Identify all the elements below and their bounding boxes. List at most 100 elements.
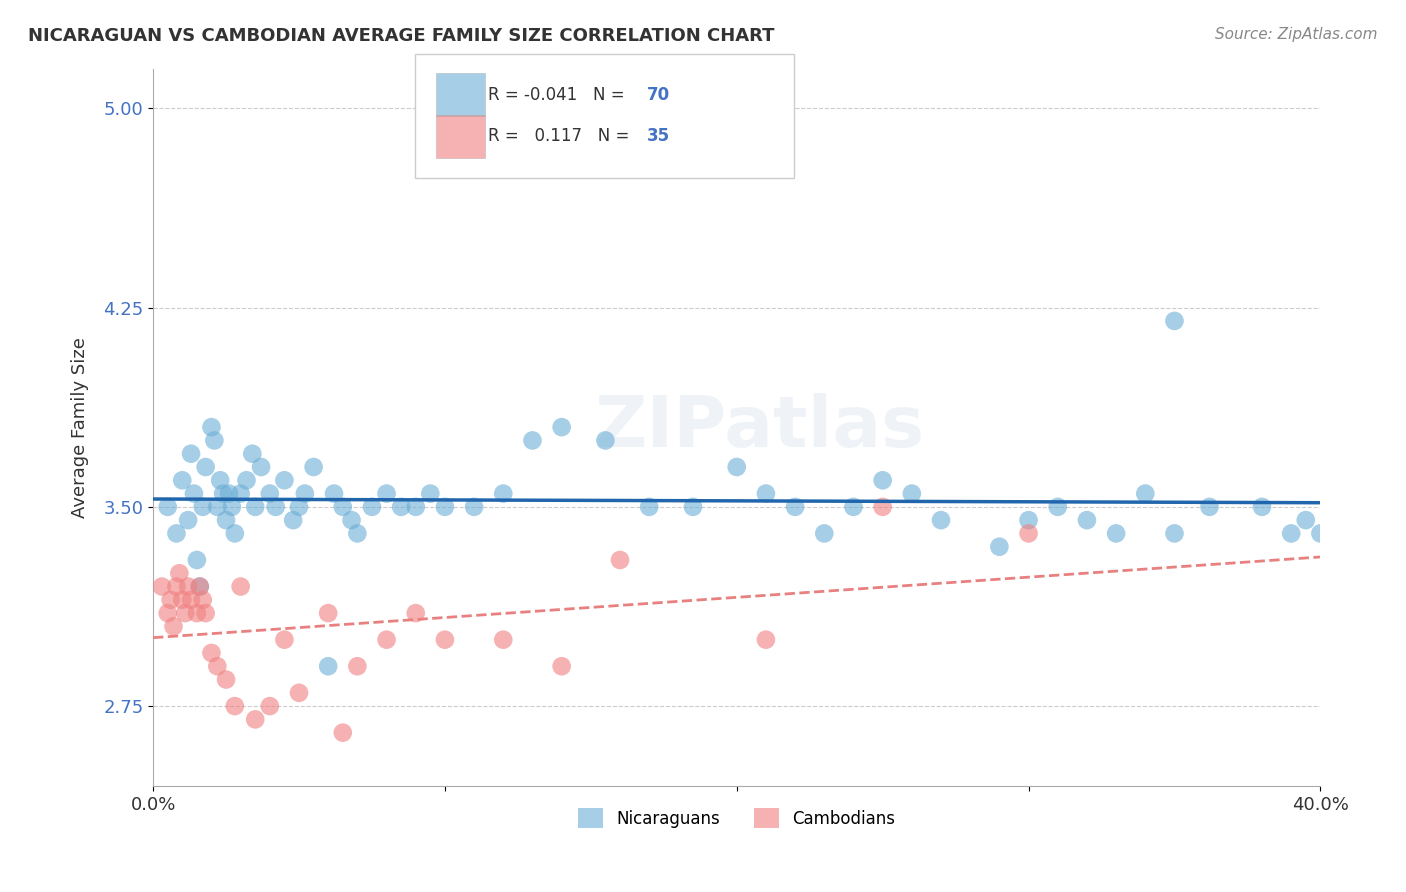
- Point: [180, 447, 202, 461]
- Point: [177, 513, 200, 527]
- Point: [159, 592, 181, 607]
- Point: [1309, 526, 1331, 541]
- Point: [174, 606, 197, 620]
- Legend: Nicaraguans, Cambodians: Nicaraguans, Cambodians: [572, 801, 901, 835]
- Point: [492, 632, 515, 647]
- Point: [1163, 526, 1185, 541]
- Point: [273, 473, 295, 487]
- Point: [150, 580, 173, 594]
- Point: [785, 500, 807, 514]
- Point: [492, 486, 515, 500]
- Point: [725, 460, 748, 475]
- Point: [172, 592, 194, 607]
- Text: 70: 70: [647, 87, 669, 104]
- Point: [550, 659, 572, 673]
- Point: [522, 434, 544, 448]
- Point: [1105, 526, 1128, 541]
- Point: [245, 500, 267, 514]
- Point: [1198, 500, 1220, 514]
- Point: [405, 500, 427, 514]
- Point: [224, 699, 246, 714]
- Point: [191, 500, 214, 514]
- Point: [177, 580, 200, 594]
- Point: [288, 500, 311, 514]
- Point: [375, 486, 398, 500]
- Point: [191, 592, 214, 607]
- Point: [245, 712, 267, 726]
- Point: [169, 566, 191, 581]
- Point: [405, 606, 427, 620]
- Point: [1135, 486, 1157, 500]
- Point: [346, 526, 368, 541]
- Point: [1279, 526, 1302, 541]
- Point: [1018, 526, 1040, 541]
- Point: [1076, 513, 1098, 527]
- Point: [200, 420, 222, 434]
- Point: [207, 500, 229, 514]
- Point: [929, 513, 952, 527]
- Point: [682, 500, 704, 514]
- Point: [200, 646, 222, 660]
- Point: [240, 447, 263, 461]
- Point: [842, 500, 865, 514]
- Y-axis label: Average Family Size: Average Family Size: [72, 336, 89, 517]
- Point: [1251, 500, 1274, 514]
- Point: [375, 632, 398, 647]
- Point: [433, 500, 456, 514]
- Point: [202, 434, 225, 448]
- Point: [156, 606, 179, 620]
- Point: [1295, 513, 1317, 527]
- Point: [294, 486, 316, 500]
- Point: [755, 486, 778, 500]
- Point: [273, 632, 295, 647]
- Point: [183, 486, 205, 500]
- Point: [316, 659, 339, 673]
- Text: NICARAGUAN VS CAMBODIAN AVERAGE FAMILY SIZE CORRELATION CHART: NICARAGUAN VS CAMBODIAN AVERAGE FAMILY S…: [28, 27, 775, 45]
- Point: [283, 513, 305, 527]
- Point: [419, 486, 441, 500]
- Point: [872, 473, 894, 487]
- Point: [1163, 314, 1185, 328]
- Text: Source: ZipAtlas.com: Source: ZipAtlas.com: [1215, 27, 1378, 42]
- Point: [229, 486, 252, 500]
- Point: [609, 553, 631, 567]
- Point: [259, 486, 281, 500]
- Point: [813, 526, 835, 541]
- Point: [165, 526, 187, 541]
- Point: [215, 513, 238, 527]
- Point: [1018, 513, 1040, 527]
- Point: [209, 473, 232, 487]
- Point: [988, 540, 1011, 554]
- Point: [194, 460, 217, 475]
- Point: [595, 434, 617, 448]
- Point: [433, 632, 456, 647]
- Point: [901, 486, 924, 500]
- Point: [186, 553, 208, 567]
- Point: [165, 580, 187, 594]
- Point: [1046, 500, 1069, 514]
- Point: [186, 606, 208, 620]
- Point: [162, 619, 184, 633]
- Point: [224, 526, 246, 541]
- Point: [229, 580, 252, 594]
- Point: [264, 500, 287, 514]
- Point: [250, 460, 273, 475]
- Point: [755, 632, 778, 647]
- Point: [172, 473, 194, 487]
- Point: [389, 500, 412, 514]
- Point: [361, 500, 384, 514]
- Text: R =   0.117   N =: R = 0.117 N =: [488, 128, 634, 145]
- Point: [332, 725, 354, 739]
- Point: [180, 592, 202, 607]
- Point: [332, 500, 354, 514]
- Point: [302, 460, 325, 475]
- Text: 35: 35: [647, 128, 669, 145]
- Point: [207, 659, 229, 673]
- Point: [346, 659, 368, 673]
- Point: [235, 473, 257, 487]
- Point: [218, 486, 240, 500]
- Point: [288, 686, 311, 700]
- Point: [212, 486, 235, 500]
- Point: [188, 580, 211, 594]
- Point: [463, 500, 485, 514]
